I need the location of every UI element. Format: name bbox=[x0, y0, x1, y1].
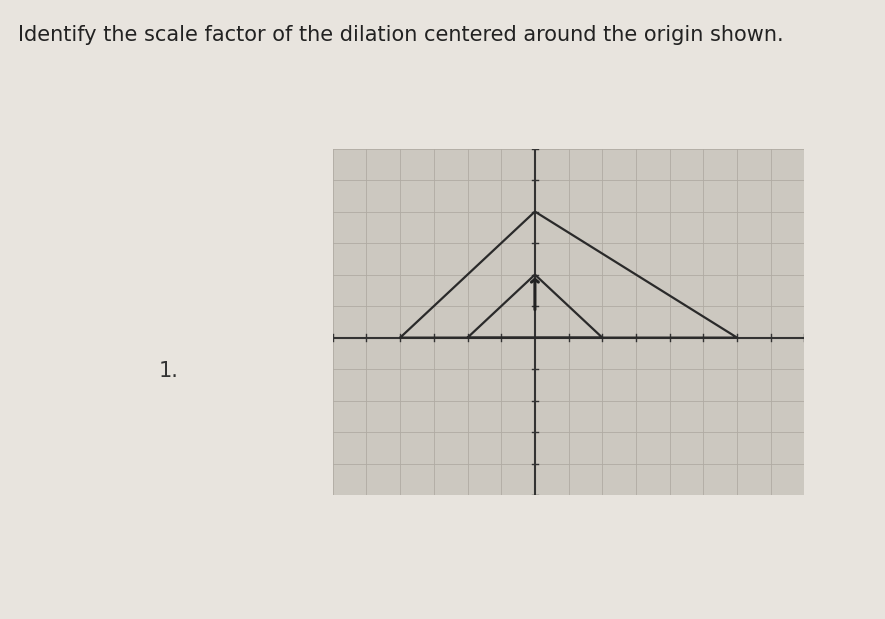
Text: Identify the scale factor of the dilation centered around the origin shown.: Identify the scale factor of the dilatio… bbox=[18, 25, 783, 45]
Text: 1.: 1. bbox=[158, 361, 179, 381]
